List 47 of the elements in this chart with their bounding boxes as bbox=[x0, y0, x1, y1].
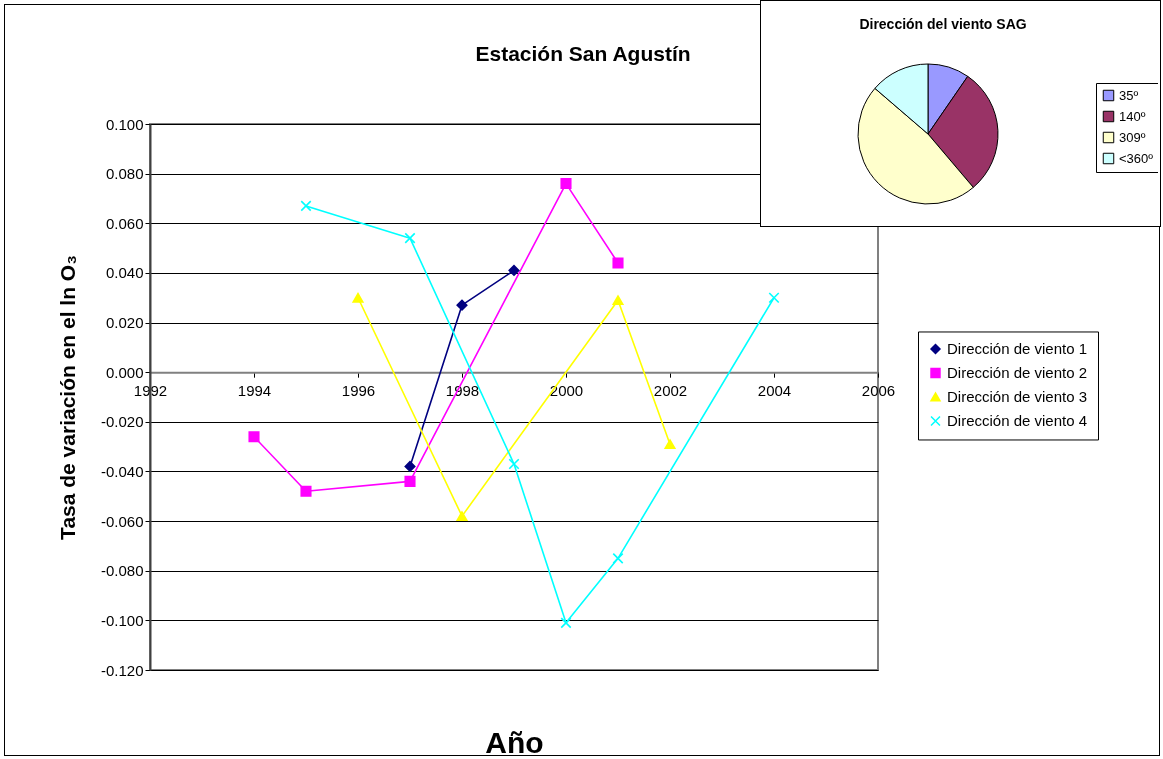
point bbox=[404, 475, 416, 487]
point bbox=[560, 617, 572, 629]
x-tick-label: 2004 bbox=[757, 381, 792, 399]
y-tick-label: 0.060 bbox=[105, 214, 144, 232]
point bbox=[352, 292, 364, 303]
y-tick-label: 0.080 bbox=[105, 165, 144, 183]
x-tick-label: 1996 bbox=[341, 381, 376, 399]
y-tick-label: -0.060 bbox=[100, 512, 144, 530]
y-tick-label: -0.040 bbox=[100, 462, 144, 480]
chart-title: Estación San Agustín bbox=[475, 42, 691, 65]
legend-label: 140º bbox=[1119, 108, 1146, 124]
x-tick-label: 2006 bbox=[861, 381, 896, 399]
point bbox=[768, 292, 780, 304]
legend-label: Dirección de viento 4 bbox=[947, 411, 1088, 429]
point bbox=[300, 485, 312, 497]
point bbox=[248, 431, 260, 443]
point bbox=[508, 264, 520, 276]
y-tick-label: -0.120 bbox=[100, 661, 144, 679]
x-tick-label: 1994 bbox=[237, 381, 272, 399]
y-axis-title: Tasa de variación en el ln O₃ bbox=[55, 255, 79, 540]
point bbox=[456, 299, 468, 311]
point bbox=[456, 511, 468, 522]
point bbox=[404, 460, 416, 473]
point bbox=[404, 232, 416, 244]
point bbox=[664, 439, 676, 450]
y-tick-label: 0.020 bbox=[105, 314, 144, 332]
point bbox=[560, 178, 572, 190]
y-tick-label: -0.020 bbox=[100, 413, 144, 431]
point bbox=[612, 552, 624, 564]
x-axis-title: Año bbox=[485, 725, 544, 759]
x-tick-label: 2002 bbox=[653, 381, 688, 399]
legend-label: Dirección de viento 3 bbox=[947, 387, 1088, 405]
point bbox=[300, 200, 312, 212]
y-tick-label: -0.100 bbox=[100, 611, 144, 629]
y-tick-label: 0.000 bbox=[105, 363, 144, 381]
point bbox=[508, 458, 520, 470]
y-tick-label: -0.080 bbox=[100, 562, 144, 580]
legend-label: <360º bbox=[1119, 150, 1154, 166]
point bbox=[612, 295, 624, 306]
chart-title: Dirección del viento SAG bbox=[859, 16, 1027, 32]
y-tick-label: 0.040 bbox=[105, 264, 144, 282]
legend-label: 309º bbox=[1119, 129, 1146, 145]
y-tick-label: 0.100 bbox=[105, 115, 144, 133]
legend-label: 35º bbox=[1119, 87, 1139, 103]
legend-label: Dirección de viento 2 bbox=[947, 363, 1088, 381]
legend-label: Dirección de viento 1 bbox=[947, 339, 1088, 357]
point bbox=[612, 257, 624, 269]
